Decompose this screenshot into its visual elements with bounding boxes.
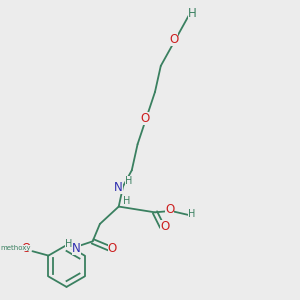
Text: H: H	[188, 209, 195, 219]
Text: H: H	[123, 196, 130, 206]
Text: O: O	[140, 112, 149, 124]
Text: H: H	[124, 176, 132, 186]
Text: O: O	[165, 203, 174, 216]
Text: O: O	[108, 242, 117, 255]
Text: methoxy: methoxy	[0, 245, 31, 251]
Text: N: N	[114, 181, 123, 194]
Text: N: N	[72, 242, 81, 255]
Text: H: H	[65, 239, 73, 249]
Text: H: H	[188, 7, 197, 20]
Text: O: O	[169, 33, 178, 46]
Text: O: O	[22, 242, 31, 255]
Text: O: O	[160, 220, 169, 233]
